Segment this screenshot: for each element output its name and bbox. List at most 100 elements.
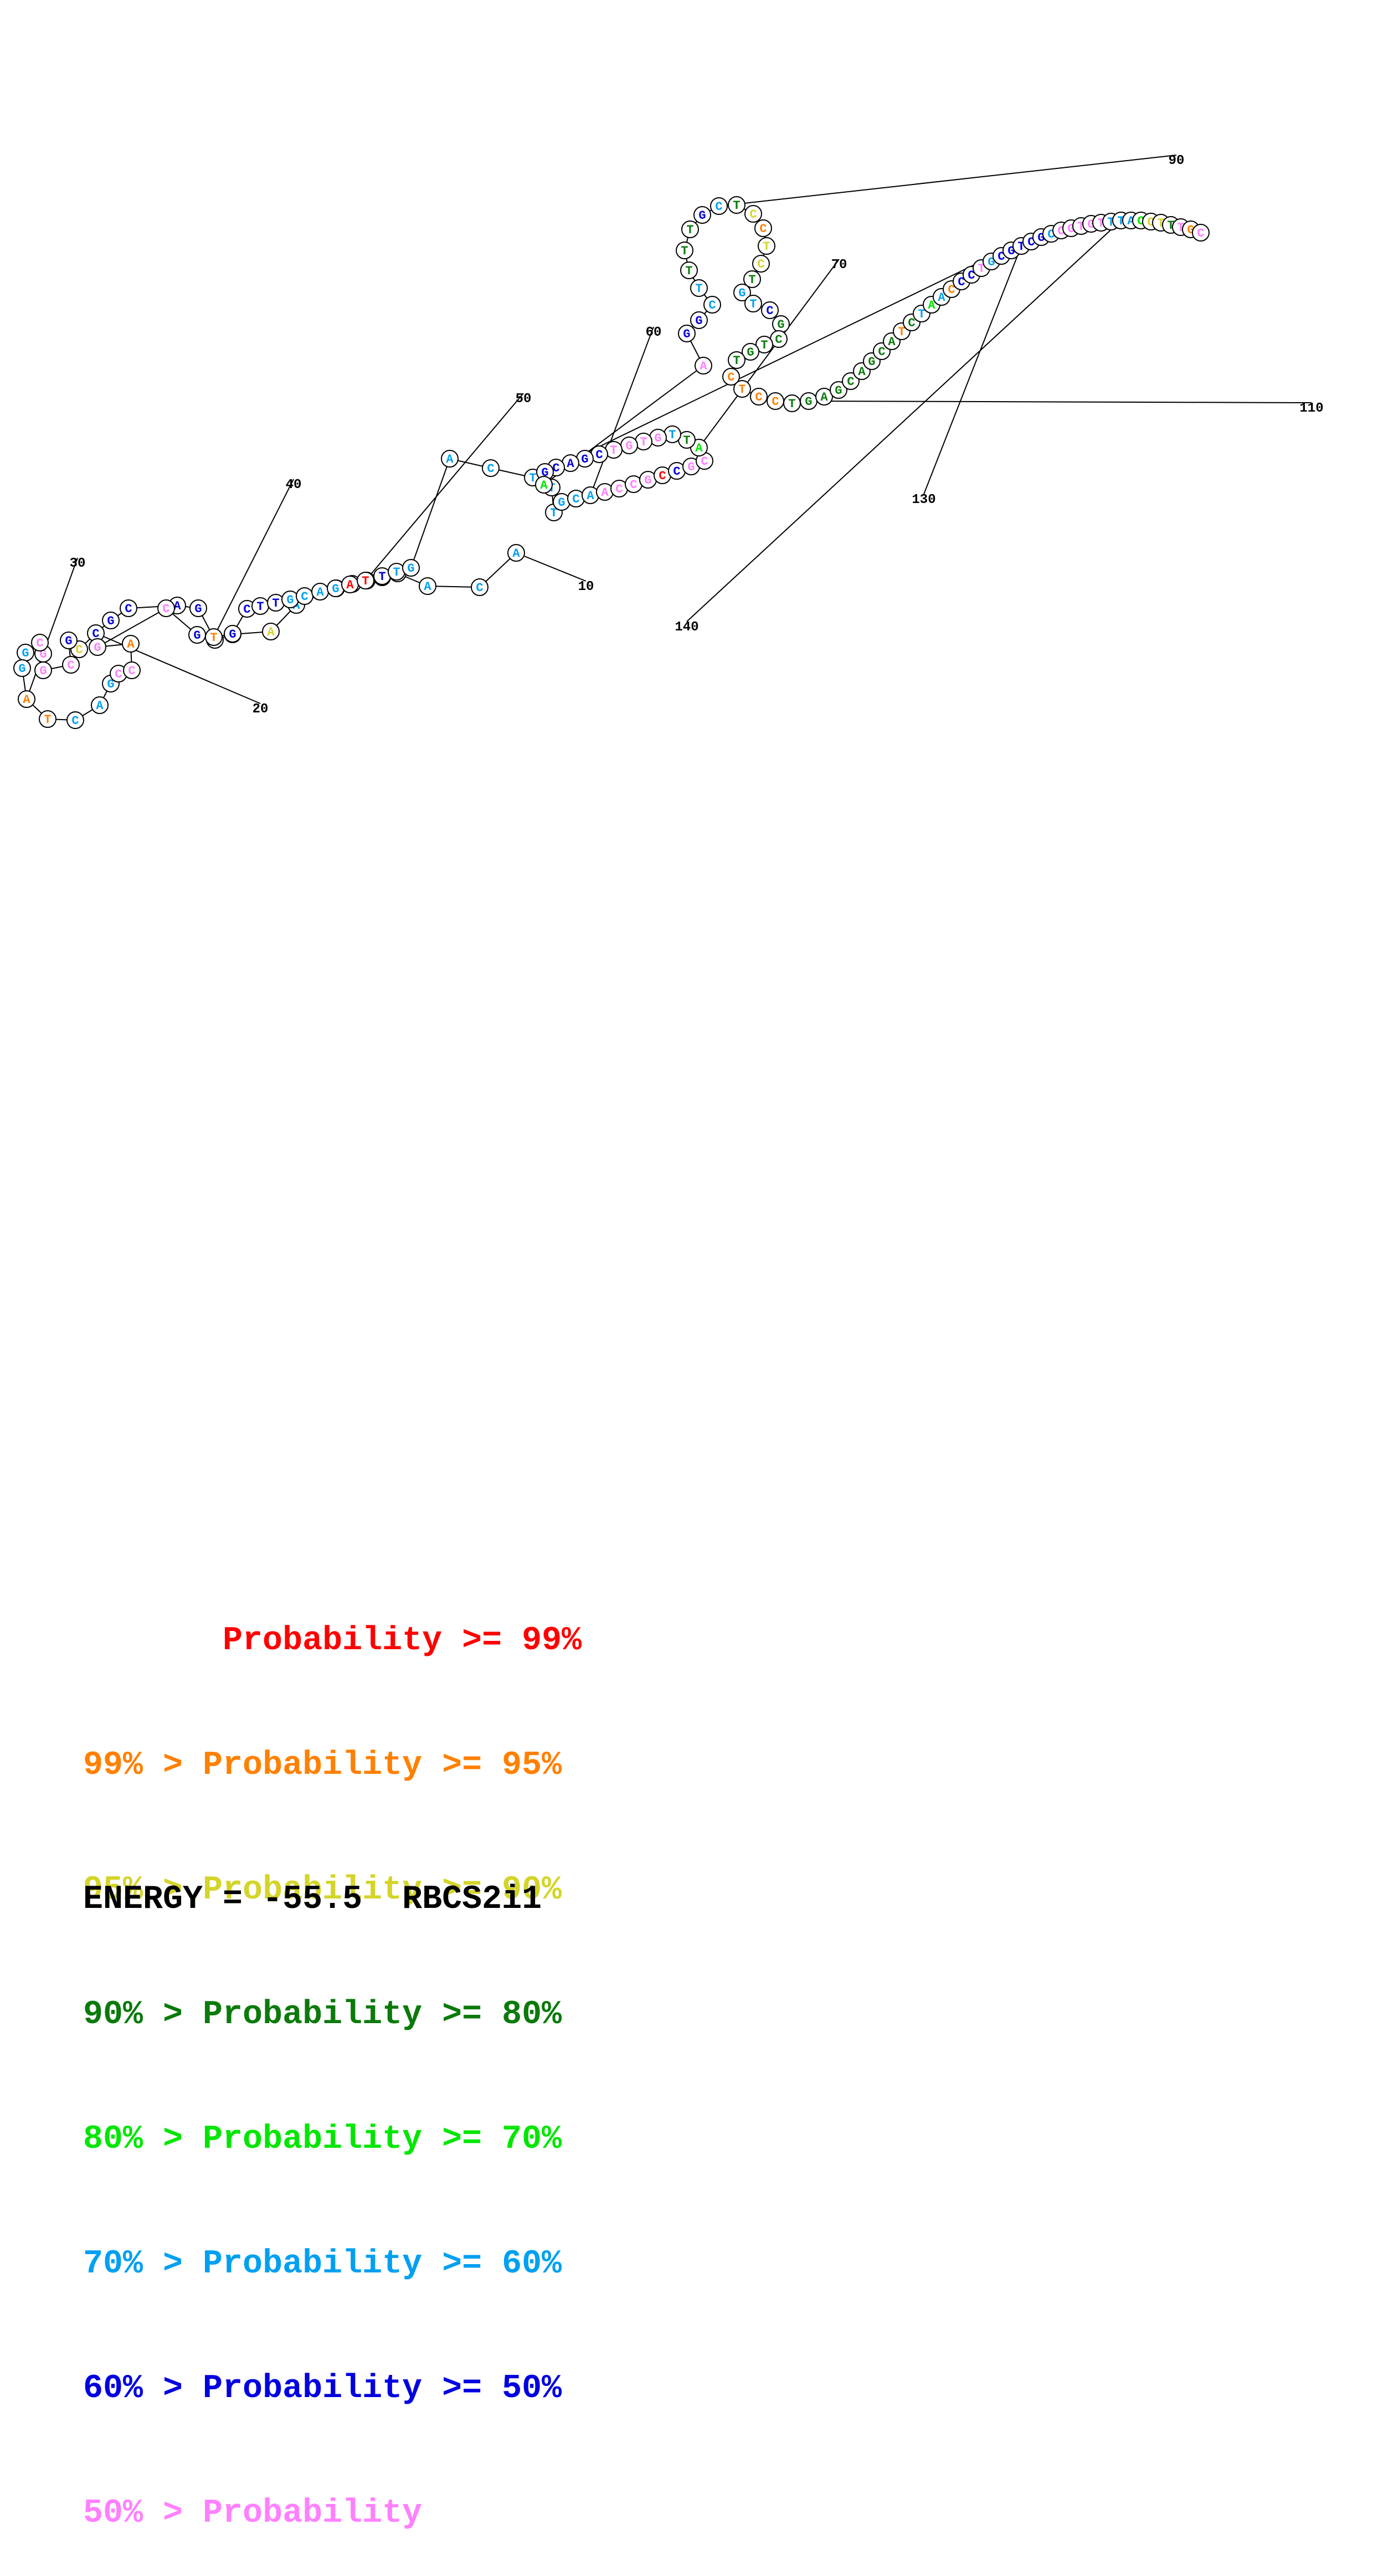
nucleotide: T	[251, 597, 269, 615]
nucleotide: G	[742, 343, 759, 361]
nucleotide-letter: C	[71, 714, 79, 728]
nucleotide: T	[743, 270, 761, 288]
nucleotide-circle	[482, 459, 500, 477]
nucleotide-letter: T	[681, 244, 688, 258]
nucleotide-letter: G	[332, 582, 339, 596]
nucleotide: C	[842, 372, 860, 390]
nucleotide-letter: G	[407, 562, 414, 576]
nucleotide-letter: G	[39, 664, 47, 678]
nucleotide-letter: T	[898, 325, 905, 339]
nucleotide-circle	[728, 351, 745, 369]
nucleotide-circle	[733, 284, 751, 301]
position-label: 60	[646, 325, 662, 340]
position-label: 140	[675, 620, 698, 635]
nucleotide: C	[296, 587, 313, 605]
nucleotide-letter: T	[978, 262, 985, 276]
nucleotide-circle	[39, 710, 56, 728]
position-label: 130	[912, 492, 935, 507]
nucleotide: G	[800, 392, 817, 410]
nucleotide: C	[471, 578, 488, 596]
nucleotide: C	[744, 205, 762, 223]
nucleotide: T	[690, 279, 708, 297]
nucleotide-circle	[703, 296, 721, 314]
nucleotide-letter: G	[558, 496, 565, 510]
legend-prefix: 60% >	[83, 2370, 203, 2408]
nucleotide-letter: C	[615, 483, 623, 496]
nucleotide-letter: C	[749, 208, 757, 222]
nucleotide-circle	[743, 270, 761, 288]
nucleotide-letter: C	[162, 602, 169, 616]
nucleotide-letter: A	[700, 360, 707, 373]
nucleotide: C	[482, 459, 500, 477]
nucleotide: A	[535, 476, 553, 494]
nucleotide: C	[110, 665, 127, 683]
position-label: 40	[286, 478, 302, 492]
nucleotide: G	[224, 625, 241, 643]
nucleotide-circle	[676, 242, 693, 259]
nucleotide-letter: A	[127, 638, 135, 651]
legend-prefix	[83, 1622, 223, 1660]
nucleotide: A	[507, 544, 525, 562]
nucleotide: G	[34, 661, 52, 679]
nucleotide-circle	[755, 336, 773, 353]
nucleotide: G	[17, 644, 34, 661]
nucleotide: G	[620, 437, 638, 454]
legend-label: Probability >= 60%	[203, 2245, 562, 2283]
nucleotide-circle	[62, 656, 80, 674]
nucleotide: A	[262, 623, 280, 640]
nucleotide-circle	[13, 659, 31, 677]
nucleotide-letter: C	[36, 637, 43, 650]
position-label: 110	[1299, 401, 1323, 416]
position-label: 30	[70, 556, 86, 571]
legend-label: Probability >= 99%	[223, 1622, 582, 1660]
nucleotide-circle	[722, 368, 740, 386]
nucleotide-letter: T	[686, 223, 693, 237]
nucleotide-circle	[830, 381, 847, 399]
nucleotide: G	[772, 315, 790, 333]
nucleotide: A	[582, 486, 599, 504]
nucleotide-letter: A	[173, 599, 181, 613]
nucleotide-circle	[750, 388, 768, 406]
nucleotide-letter: C	[67, 659, 74, 673]
nucleotide-circle	[441, 450, 459, 468]
tick-line	[26, 557, 78, 700]
nucleotide-letter: G	[193, 629, 200, 643]
nucleotide-circle	[754, 219, 772, 237]
nucleotide-letter: C	[301, 590, 308, 604]
nucleotide-circle	[842, 372, 860, 390]
nucleotide-letter: A	[540, 479, 548, 492]
backbone-segment	[97, 608, 167, 648]
nucleotide: G	[189, 599, 207, 617]
energy-label: ENERGY = -55.5 RBCS2i1	[83, 1881, 542, 1918]
nucleotide-letter: C	[125, 602, 132, 616]
nucleotide: T	[733, 380, 751, 398]
nucleotide-letter: C	[701, 455, 708, 469]
legend-label: Probability	[203, 2495, 423, 2532]
nucleotide-circle	[89, 638, 106, 656]
nucleotide: T	[678, 431, 696, 449]
nucleotides: ACAGCCCGAAGCGACGCCGCGGCGGATCAGCCAGCGTGCT…	[13, 196, 1210, 729]
nucleotide-letter: T	[610, 444, 617, 458]
nucleotide-letter: A	[888, 335, 896, 349]
nucleotide-letter: A	[695, 442, 703, 455]
nucleotide: C	[750, 388, 768, 406]
nucleotide: G	[102, 612, 120, 629]
legend-prefix: 50% >	[83, 2495, 203, 2532]
nucleotide-circle	[710, 197, 728, 215]
nucleotide-letter: C	[759, 222, 767, 236]
nucleotide: G	[89, 638, 106, 656]
nucleotide: G	[536, 463, 554, 481]
nucleotide-letter: T	[733, 199, 740, 213]
tick-line	[808, 401, 1312, 403]
nucleotide: T	[664, 425, 681, 443]
nucleotide-letter: C	[487, 462, 494, 476]
nucleotide-circle	[123, 661, 141, 679]
nucleotide: A	[311, 583, 329, 601]
backbone-segment	[410, 458, 450, 568]
nucleotide-letter: G	[654, 432, 661, 445]
nucleotide-circle	[419, 577, 436, 595]
nucleotide-letter: T	[378, 570, 385, 584]
nucleotide-letter: C	[847, 375, 854, 389]
nucleotide-letter: T	[738, 383, 745, 397]
legend-prefix: 95% >	[83, 1871, 203, 1909]
